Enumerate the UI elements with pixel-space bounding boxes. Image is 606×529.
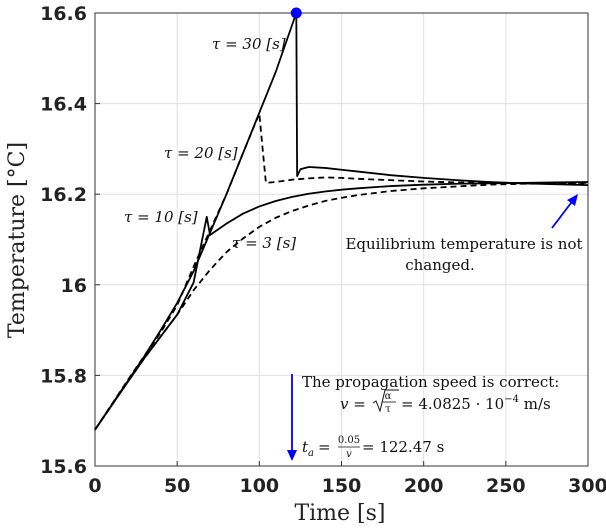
equilibrium-arrow-icon (551, 194, 578, 229)
formula-tau: τ (385, 404, 391, 415)
x-axis-label: Time [s] (294, 501, 385, 526)
ta-equals: = (318, 438, 331, 456)
label-tau-3: τ = 3 [s] (232, 234, 296, 252)
ta-denominator: v (346, 449, 352, 460)
propagation-arrow-icon (287, 374, 297, 461)
series-line-0 (94, 181, 589, 431)
peak-marker (290, 7, 302, 19)
series-line-1 (94, 181, 589, 431)
y-tick-label: 16 (61, 275, 87, 297)
label-tau-10: τ = 10 [s] (124, 208, 198, 226)
propagation-text-line1: The propagation speed is correct: (302, 373, 559, 391)
ta-numerator: 0.05 (338, 435, 360, 446)
y-tick-label: 16.2 (40, 184, 87, 206)
velocity-prefix: v = (340, 395, 366, 413)
axes (94, 12, 589, 467)
velocity-value: = 4.0825 · 10−4 m/s (401, 394, 551, 413)
formula-alpha: α (385, 391, 392, 402)
y-tick-label: 15.6 (40, 456, 87, 478)
arrival-time-formula: ta = 0.05 v = 122.47 s (302, 435, 444, 460)
x-tick-label: 250 (486, 475, 526, 497)
label-tau-20: τ = 20 [s] (164, 144, 238, 162)
y-tick-label: 16.6 (40, 3, 87, 25)
x-tick-label: 50 (164, 475, 190, 497)
y-tick-label: 16.4 (40, 94, 87, 116)
y-tick-label: 15.8 (40, 365, 87, 387)
ta-symbol: ta (302, 438, 314, 459)
ta-value: = 122.47 s (362, 438, 444, 456)
propagation-formula: v = α τ = 4.0825 · 10−4 m/s (340, 389, 551, 415)
plot-frame (94, 12, 589, 467)
equilibrium-text-line1: Equilibrium temperature is not (345, 235, 582, 253)
x-tick-label: 200 (404, 475, 444, 497)
series-line-2 (94, 112, 589, 431)
x-tick-label: 300 (568, 475, 606, 497)
x-tick-label: 0 (88, 475, 101, 497)
label-tau-30: τ = 30 [s] (212, 35, 286, 53)
tick-labels: 0 50 100 150 200 250 300 15.6 15.8 16 16.2 16.4 16.6 (40, 3, 606, 497)
x-tick-label: 100 (239, 475, 279, 497)
equilibrium-text-line2: changed. (405, 256, 475, 274)
y-axis-label: Temperature [°C] (5, 142, 30, 338)
x-tick-label: 150 (322, 475, 362, 497)
